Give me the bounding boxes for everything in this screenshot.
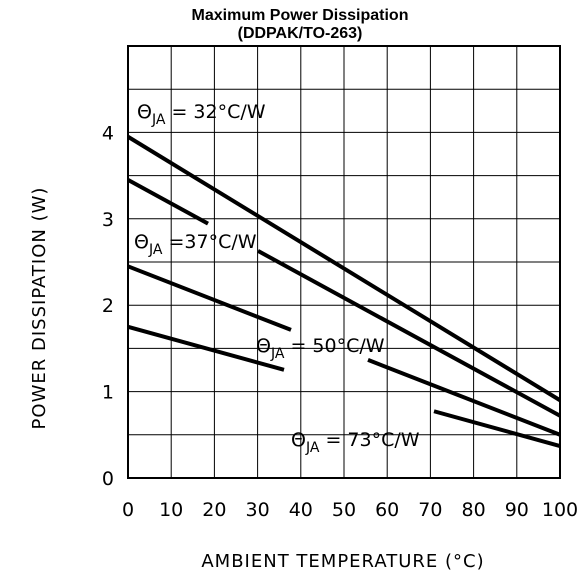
y-tick-label: 3: [102, 209, 114, 231]
y-axis-label: POWER DISSIPATION (W): [29, 187, 50, 430]
x-tick-label: 10: [159, 499, 183, 521]
x-tick-label: 80: [462, 499, 486, 521]
chart-subtitle: (DDPAK/TO-263): [238, 25, 363, 42]
chart-title: Maximum Power Dissipation: [192, 7, 409, 24]
x-tick-label: 50: [332, 499, 356, 521]
series-label: ΘJA =37°C/W: [134, 231, 257, 258]
x-tick-label: 60: [375, 499, 399, 521]
x-axis-label: AMBIENT TEMPERATURE (°C): [201, 551, 484, 572]
y-tick-labels: 0 1 2 3 4: [102, 122, 114, 490]
series-line: [127, 324, 285, 372]
curves: [126, 135, 562, 448]
x-tick-label: 40: [289, 499, 313, 521]
x-tick-label: 20: [202, 499, 226, 521]
series-line: [127, 178, 209, 226]
x-tick-labels: 0 10 20 30 40 50 60 70 80 90 100: [122, 499, 578, 521]
x-tick-label: 30: [246, 499, 270, 521]
x-tick-label: 90: [505, 499, 529, 521]
series-line: [433, 409, 561, 448]
y-tick-label: 4: [102, 122, 114, 144]
x-tick-label: 70: [418, 499, 442, 521]
x-tick-label: 100: [542, 499, 578, 521]
grid: [128, 46, 560, 478]
y-tick-label: 1: [102, 382, 114, 404]
plot-frame: [127, 45, 561, 479]
series-line: [127, 264, 292, 332]
curve-labels: ΘJA = 32°C/W ΘJA =37°C/W ΘJA = 50°C/W ΘJA =…: [134, 101, 420, 456]
series-line: [257, 249, 561, 418]
y-tick-label: 2: [102, 295, 114, 317]
series-label: ΘJA = 73°C/W: [291, 429, 420, 456]
y-tick-label: 0: [102, 468, 114, 490]
x-tick-label: 0: [122, 499, 134, 521]
series-label: ΘJA = 50°C/W: [256, 335, 385, 362]
series-line: [126, 135, 562, 402]
series-label: ΘJA = 32°C/W: [137, 101, 266, 128]
series-line: [367, 358, 561, 437]
